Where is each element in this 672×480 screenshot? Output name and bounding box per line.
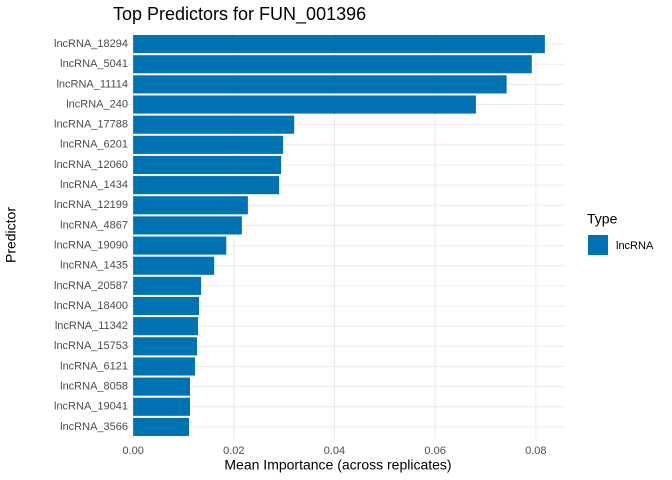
y-tick-label: lncRNA_4867 [60, 219, 128, 231]
y-tick-label: lncRNA_6201 [60, 139, 128, 151]
y-tick-label: lncRNA_12199 [54, 199, 128, 211]
y-tick-label: lncRNA_8058 [60, 381, 128, 393]
bar [133, 95, 476, 114]
x-tick-label: 0.04 [324, 445, 345, 457]
bar [133, 216, 242, 235]
x-tick-label: 0.02 [223, 445, 244, 457]
bar [133, 75, 507, 94]
bar [133, 377, 191, 396]
bar [133, 256, 215, 275]
y-tick-label: lncRNA_17788 [54, 119, 128, 131]
legend-title: Type [587, 211, 618, 227]
legend-key [588, 235, 608, 255]
bar [133, 337, 198, 356]
y-axis-title: Predictor [3, 207, 19, 263]
y-tick-label: lncRNA_15753 [54, 340, 128, 352]
x-axis-title: Mean Importance (across replicates) [224, 457, 451, 473]
y-tick-label: lncRNA_12060 [54, 159, 128, 171]
bar [133, 317, 199, 336]
bar [133, 236, 227, 255]
bar [133, 115, 295, 134]
x-tick-label: 0.08 [525, 445, 546, 457]
y-tick-label: lncRNA_3566 [60, 421, 128, 433]
bar [133, 417, 190, 436]
bar [133, 296, 200, 316]
y-tick-label: lncRNA_6121 [60, 360, 128, 372]
y-tick-label: lncRNA_1435 [60, 260, 128, 272]
bar [133, 176, 280, 195]
y-tick-label: lncRNA_19041 [54, 401, 128, 413]
bar [133, 155, 282, 175]
chart-title: Top Predictors for FUN_001396 [113, 4, 366, 25]
legend-label: lncRNA [616, 240, 654, 252]
y-tick-label: lncRNA_240 [66, 98, 128, 110]
y-tick-label: lncRNA_20587 [54, 280, 128, 292]
y-tick-label: lncRNA_18400 [54, 300, 128, 312]
bar [133, 55, 532, 74]
x-tick-label: 0.00 [122, 445, 143, 457]
y-tick-label: lncRNA_11342 [55, 320, 128, 332]
bar [133, 196, 248, 215]
x-tick-label: 0.06 [424, 445, 445, 457]
y-tick-label: lncRNA_18294 [54, 38, 128, 50]
bar [133, 35, 545, 54]
bar [133, 135, 284, 154]
y-tick-label: lncRNA_1434 [60, 179, 128, 191]
y-tick-label: lncRNA_5041 [60, 58, 128, 70]
bar [133, 276, 202, 295]
y-tick-label: lncRNA_19090 [54, 239, 128, 251]
bar [133, 357, 196, 376]
bar [133, 397, 191, 416]
y-tick-label: lncRNA_11114 [56, 78, 128, 90]
